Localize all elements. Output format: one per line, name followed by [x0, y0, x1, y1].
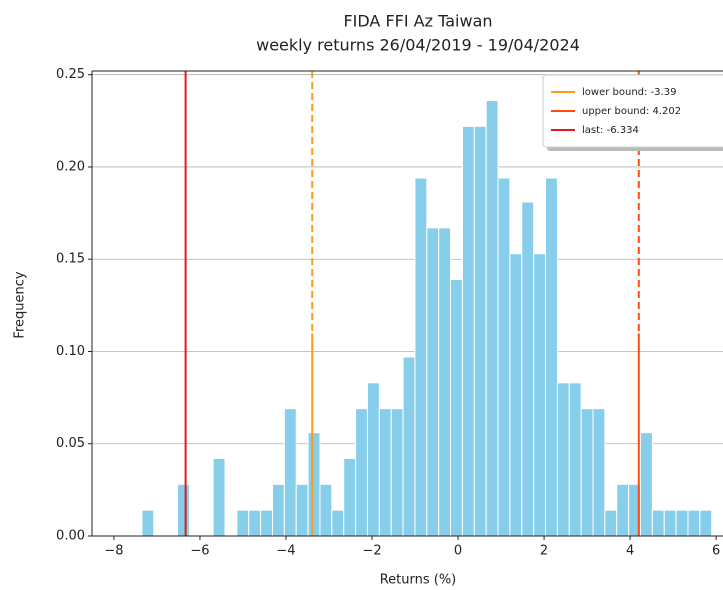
- bar: [307, 432, 321, 537]
- legend-label: last: -6.334: [582, 125, 639, 136]
- bar: [212, 458, 226, 537]
- y-tick-label: 0.00: [56, 529, 85, 544]
- bar: [687, 509, 701, 537]
- y-tick-label: 0.20: [56, 159, 85, 174]
- bar: [426, 227, 440, 537]
- chart-title: FIDA FFI Az Taiwan: [343, 12, 492, 31]
- x-axis-label: Returns (%): [380, 573, 457, 588]
- bar: [568, 382, 582, 537]
- x-tick-label: −6: [190, 544, 209, 559]
- x-tick-label: 6: [712, 544, 720, 559]
- bar: [473, 125, 487, 537]
- bar: [485, 100, 499, 537]
- y-axis-label: Frequency: [13, 271, 28, 338]
- bar: [604, 509, 618, 537]
- legend-box: [542, 74, 723, 148]
- bar: [283, 408, 297, 537]
- bar: [248, 509, 262, 537]
- x-tick-label: 0: [454, 544, 462, 559]
- bar: [366, 382, 380, 537]
- chart-subtitle: weekly returns 26/04/2019 - 19/04/2024: [256, 36, 580, 55]
- bar: [699, 509, 713, 537]
- x-tick-label: −2: [362, 544, 381, 559]
- bar: [497, 177, 511, 537]
- bar: [521, 201, 535, 537]
- bar: [675, 509, 689, 537]
- bar: [450, 279, 463, 537]
- bar: [651, 509, 665, 537]
- legend: lower bound: -3.39 upper bound: 4.202 last…: [542, 74, 723, 151]
- bar: [640, 432, 653, 537]
- bar: [580, 408, 594, 537]
- legend-label: lower bound: -3.39: [582, 87, 676, 98]
- bar: [592, 408, 606, 537]
- bar: [414, 177, 428, 537]
- bar: [331, 509, 345, 537]
- y-tick-label: 0.10: [56, 344, 85, 359]
- bar: [390, 408, 404, 537]
- bar: [545, 177, 558, 537]
- bar: [355, 408, 368, 537]
- bar: [616, 483, 630, 537]
- x-tick-label: −8: [104, 544, 123, 559]
- bar: [378, 408, 392, 537]
- x-tick-label: 4: [626, 544, 634, 559]
- x-tick-label: −4: [276, 544, 295, 559]
- bar: [556, 382, 570, 537]
- bar: [402, 356, 416, 537]
- y-tick-label: 0.15: [56, 252, 85, 267]
- bar: [343, 458, 357, 537]
- x-tick-label: 2: [540, 544, 548, 559]
- bar: [141, 509, 155, 537]
- legend-label: upper bound: 4.202: [582, 106, 681, 117]
- bar: [236, 509, 250, 537]
- bar: [461, 125, 475, 537]
- bar: [271, 483, 285, 537]
- bar: [438, 227, 452, 537]
- bar: [319, 483, 333, 537]
- bar: [663, 509, 677, 537]
- bar: [260, 509, 273, 537]
- y-tick-label: 0.05: [56, 436, 85, 451]
- bar: [509, 253, 523, 537]
- bar: [295, 483, 309, 537]
- bar: [177, 483, 190, 537]
- bar: [533, 253, 547, 537]
- y-tick-label: 0.25: [56, 67, 85, 82]
